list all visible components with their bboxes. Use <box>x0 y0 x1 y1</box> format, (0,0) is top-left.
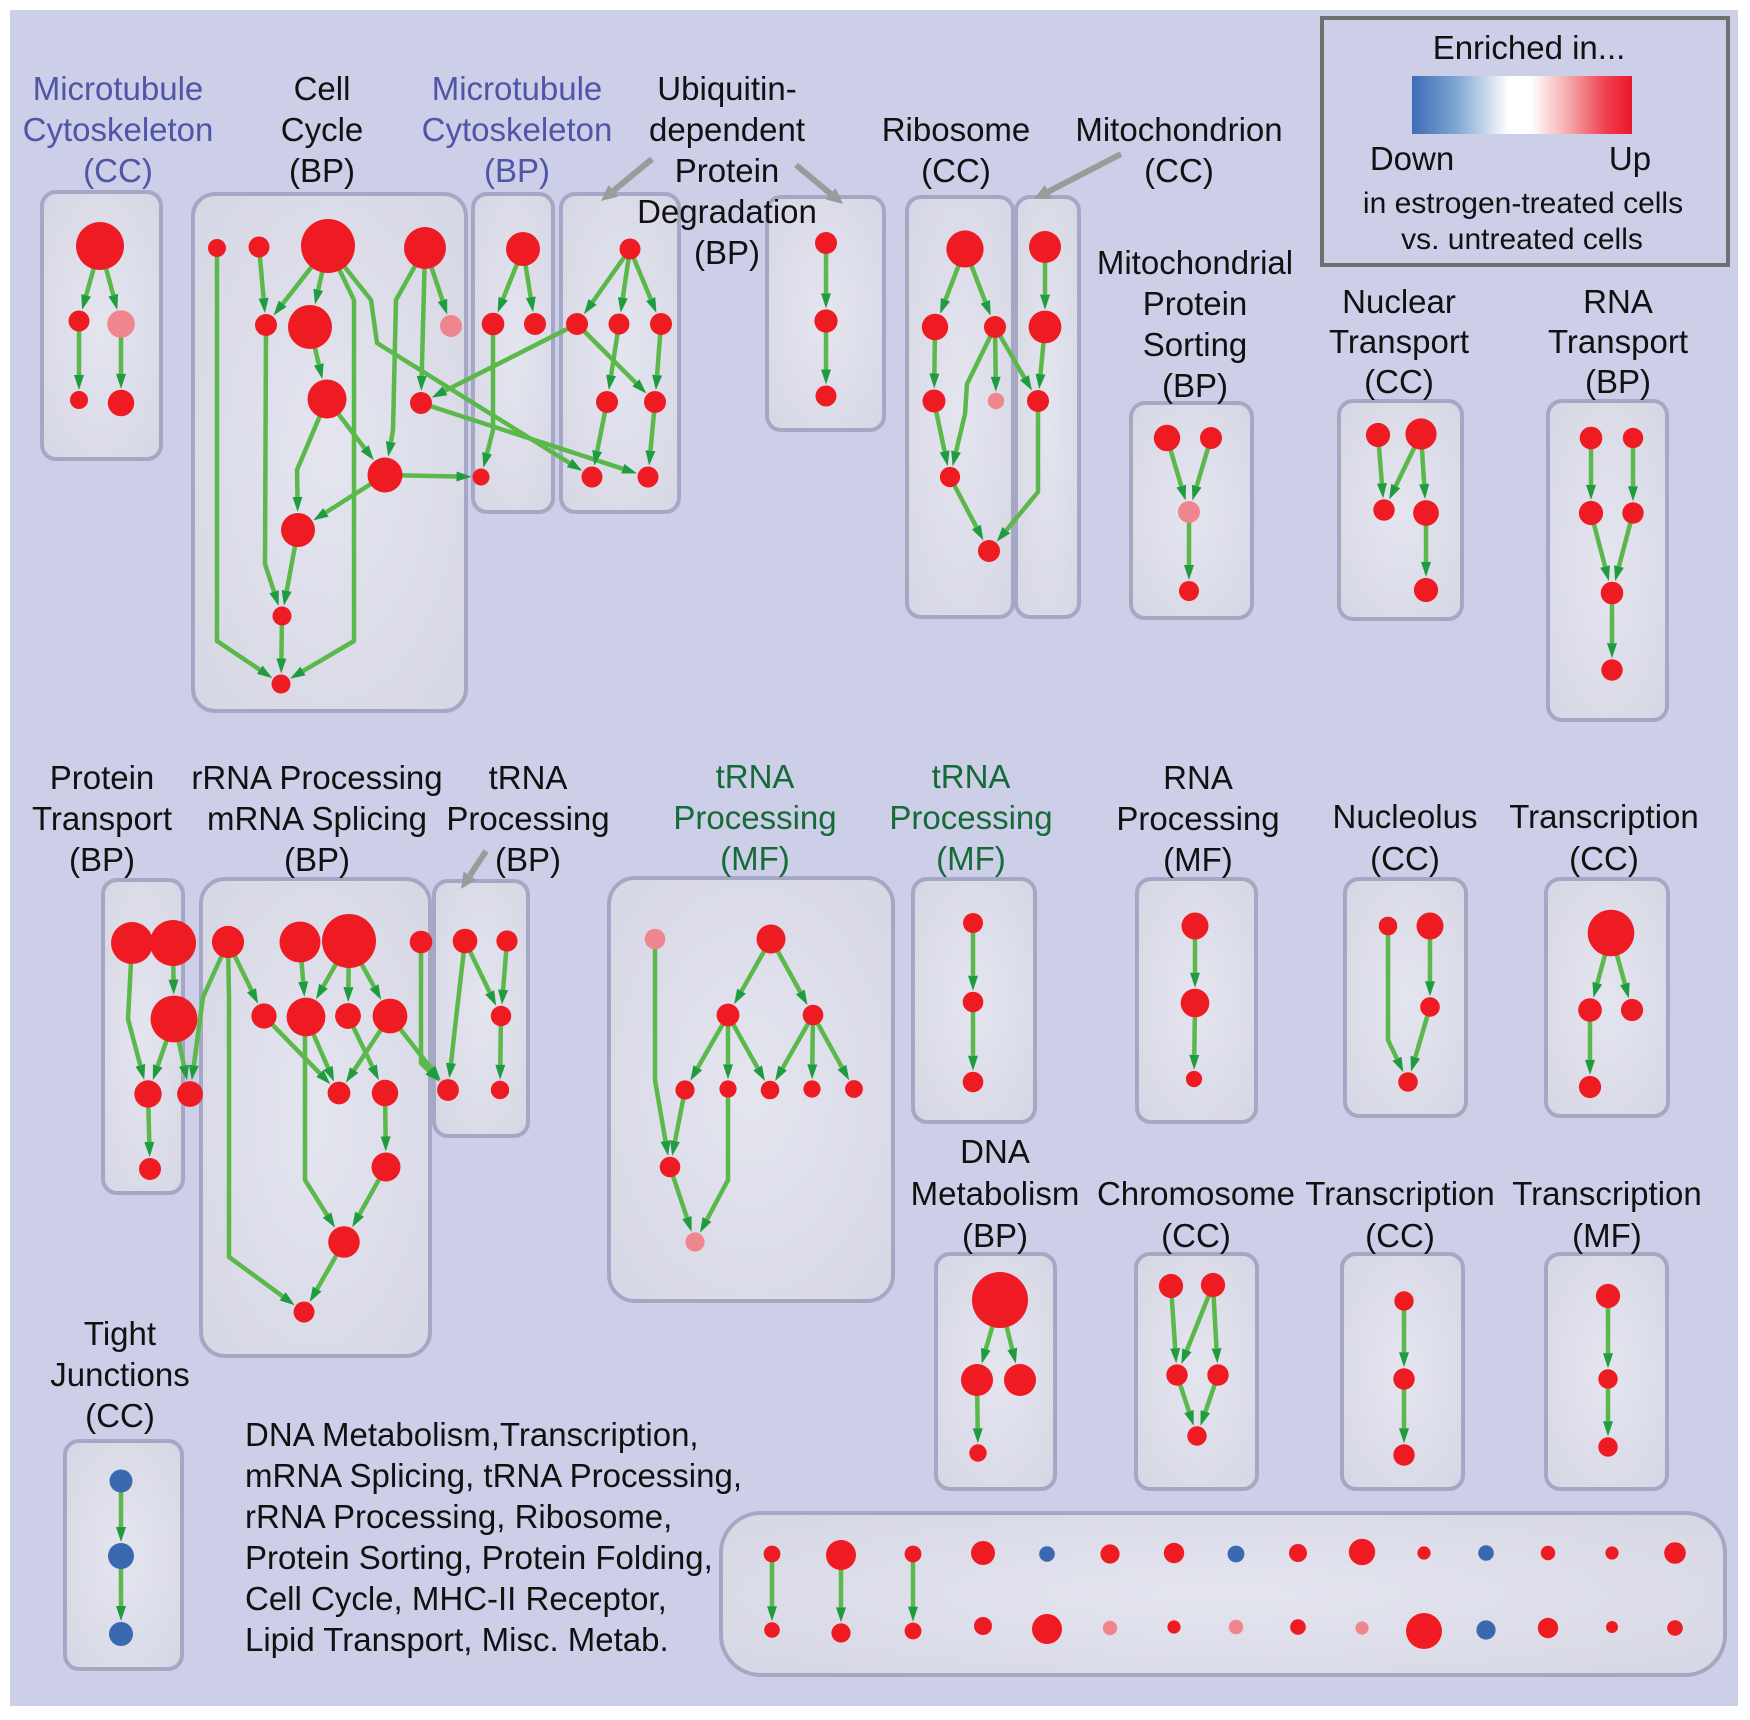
svg-text:Cell Cycle, MHC-II Receptor,: Cell Cycle, MHC-II Receptor, <box>245 1580 667 1617</box>
svg-text:(MF): (MF) <box>1163 841 1233 878</box>
svg-text:Transport: Transport <box>1329 323 1469 360</box>
svg-text:(MF): (MF) <box>1572 1217 1642 1254</box>
svg-text:(BP): (BP) <box>1585 363 1651 400</box>
svg-text:Enriched in...: Enriched in... <box>1433 29 1626 66</box>
svg-text:RNA: RNA <box>1583 283 1653 320</box>
svg-text:(CC): (CC) <box>1365 1217 1435 1254</box>
svg-text:Processing: Processing <box>446 800 609 837</box>
svg-text:Nuclear: Nuclear <box>1342 283 1456 320</box>
svg-text:(CC): (CC) <box>921 152 991 189</box>
svg-text:tRNA: tRNA <box>489 759 568 796</box>
svg-text:tRNA: tRNA <box>716 758 795 795</box>
svg-text:Transport: Transport <box>32 800 172 837</box>
svg-text:Processing: Processing <box>1116 800 1279 837</box>
svg-text:Chromosome: Chromosome <box>1097 1175 1295 1212</box>
svg-text:(CC): (CC) <box>1144 152 1214 189</box>
svg-text:Tight: Tight <box>84 1315 156 1352</box>
svg-text:rRNA Processing: rRNA Processing <box>191 759 442 796</box>
svg-text:vs. untreated cells: vs. untreated cells <box>1401 223 1643 256</box>
svg-text:mRNA Splicing: mRNA Splicing <box>207 800 427 837</box>
svg-text:Processing: Processing <box>889 799 1052 836</box>
svg-text:Protein Sorting, Protein Foldi: Protein Sorting, Protein Folding, <box>245 1539 713 1576</box>
svg-text:in estrogen-treated cells: in estrogen-treated cells <box>1363 187 1683 220</box>
svg-text:Protein: Protein <box>675 152 780 189</box>
svg-text:(BP): (BP) <box>495 841 561 878</box>
svg-text:(CC): (CC) <box>1161 1217 1231 1254</box>
svg-text:(BP): (BP) <box>484 152 550 189</box>
svg-text:(CC): (CC) <box>1370 840 1440 877</box>
svg-text:Cell: Cell <box>294 70 351 107</box>
svg-text:dependent: dependent <box>649 111 805 148</box>
svg-text:Mitochondrion: Mitochondrion <box>1075 111 1282 148</box>
svg-text:Protein: Protein <box>1143 285 1248 322</box>
svg-text:rRNA Processing, Ribosome,: rRNA Processing, Ribosome, <box>245 1498 672 1535</box>
svg-text:(BP): (BP) <box>1162 367 1228 404</box>
svg-text:Metabolism: Metabolism <box>911 1175 1080 1212</box>
svg-text:Junctions: Junctions <box>50 1356 189 1393</box>
svg-text:(BP): (BP) <box>284 841 350 878</box>
svg-text:Down: Down <box>1370 140 1454 177</box>
svg-text:mRNA Splicing, tRNA Processing: mRNA Splicing, tRNA Processing, <box>245 1457 742 1494</box>
svg-text:(MF): (MF) <box>720 840 790 877</box>
svg-text:Processing: Processing <box>673 799 836 836</box>
svg-text:RNA: RNA <box>1163 759 1233 796</box>
svg-text:Lipid Transport, Misc. Metab.: Lipid Transport, Misc. Metab. <box>245 1621 669 1658</box>
svg-text:(BP): (BP) <box>962 1217 1028 1254</box>
svg-text:Transport: Transport <box>1548 323 1688 360</box>
svg-text:Nucleolus: Nucleolus <box>1333 798 1478 835</box>
svg-text:(CC): (CC) <box>1364 363 1434 400</box>
svg-text:(BP): (BP) <box>694 234 760 271</box>
svg-text:Up: Up <box>1609 140 1651 177</box>
svg-text:tRNA: tRNA <box>932 758 1011 795</box>
svg-text:DNA Metabolism,Transcription,: DNA Metabolism,Transcription, <box>245 1416 699 1453</box>
svg-text:Microtubule: Microtubule <box>432 70 603 107</box>
svg-text:Mitochondrial: Mitochondrial <box>1097 244 1293 281</box>
svg-text:Cytoskeleton: Cytoskeleton <box>23 111 214 148</box>
svg-text:Degradation: Degradation <box>637 193 817 230</box>
svg-text:(BP): (BP) <box>69 841 135 878</box>
svg-text:Transcription: Transcription <box>1509 798 1699 835</box>
svg-text:Ubiquitin-: Ubiquitin- <box>657 70 796 107</box>
svg-text:Microtubule: Microtubule <box>33 70 204 107</box>
svg-text:(CC): (CC) <box>83 152 153 189</box>
svg-text:Ribosome: Ribosome <box>882 111 1031 148</box>
svg-text:DNA: DNA <box>960 1133 1030 1170</box>
svg-text:Cycle: Cycle <box>281 111 364 148</box>
svg-text:Protein: Protein <box>50 759 155 796</box>
svg-text:Transcription: Transcription <box>1512 1175 1702 1212</box>
svg-text:(CC): (CC) <box>1569 840 1639 877</box>
svg-text:(MF): (MF) <box>936 840 1006 877</box>
svg-text:Cytoskeleton: Cytoskeleton <box>422 111 613 148</box>
svg-text:(BP): (BP) <box>289 152 355 189</box>
svg-text:Transcription: Transcription <box>1305 1175 1495 1212</box>
svg-text:(CC): (CC) <box>85 1397 155 1434</box>
svg-text:Sorting: Sorting <box>1143 326 1248 363</box>
